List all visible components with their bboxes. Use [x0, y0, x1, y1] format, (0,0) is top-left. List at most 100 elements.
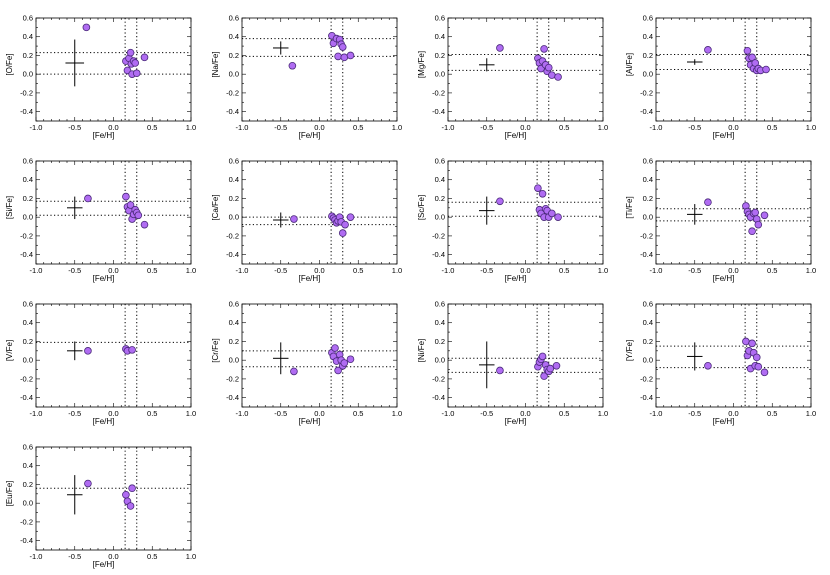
- data-point: [554, 73, 562, 81]
- data-point: [748, 53, 756, 62]
- data-point: [743, 46, 752, 55]
- y-tick-label: 0.4: [23, 175, 33, 184]
- data-point: [540, 372, 548, 380]
- x-tick-label: 0.0: [728, 266, 738, 275]
- data-point: [334, 52, 342, 61]
- x-tick-label: -0.5: [68, 409, 81, 418]
- y-tick-label: -0.4: [20, 393, 33, 402]
- x-tick-label: 0.5: [767, 123, 777, 132]
- y-tick-label: 0.6: [643, 14, 653, 23]
- panel-2: -1.0 -0.5 0.0 0.5 1.0 -0.4 -0.2 0.0 0.2 0.4 0.6 [Fe…: [417, 14, 608, 141]
- x-tick-label: 1.0: [806, 123, 816, 132]
- x-tick-label: 0.0: [520, 266, 530, 275]
- panel-5: -1.0 -0.5 0.0 0.5 1.0 -0.4 -0.2 0.0 0.2 0.4 0.6 [Fe…: [211, 157, 402, 284]
- x-tick-label: -0.5: [688, 409, 701, 418]
- x-axis-label: [Fe/H]: [505, 274, 527, 283]
- data-point: [546, 364, 555, 373]
- x-tick-label: 0.5: [353, 409, 363, 418]
- x-tick-label: 1.0: [806, 409, 816, 418]
- x-tick-label: 0.0: [520, 409, 530, 418]
- y-tick-label: 0.4: [23, 318, 33, 327]
- panel-12: -1.0 -0.5 0.0 0.5 1.0 -0.4 -0.2 0.0 0.2 0.4 0.6 [Fe…: [5, 443, 196, 570]
- x-tick-label: 1.0: [186, 552, 196, 561]
- x-tick-label: 0.0: [108, 266, 118, 275]
- x-axis-label: [Fe/H]: [299, 274, 321, 283]
- y-tick-label: -0.2: [226, 374, 239, 383]
- data-point: [754, 362, 763, 371]
- y-tick-label: 0.4: [435, 32, 445, 41]
- y-axis-label: [O/Fe]: [5, 53, 14, 75]
- x-tick-label: 0.5: [147, 552, 157, 561]
- y-tick-label: -0.2: [20, 517, 33, 526]
- data-point: [340, 359, 349, 367]
- x-tick-label: -1.0: [650, 123, 663, 132]
- data-point: [544, 63, 553, 72]
- x-tick-label: 0.0: [728, 409, 738, 418]
- data-point: [760, 368, 769, 377]
- panel-10: -1.0 -0.5 0.0 0.5 1.0 -0.4 -0.2 0.0 0.2 0.4 0.6 [Fe…: [417, 300, 608, 427]
- y-tick-label: 0.2: [23, 337, 33, 346]
- panel-4: -1.0 -0.5 0.0 0.5 1.0 -0.4 -0.2 0.0 0.2 0.4 0.6 [Fe…: [5, 157, 196, 284]
- y-tick-label: 0.0: [229, 356, 239, 365]
- data-point: [126, 502, 135, 510]
- data-point: [704, 46, 712, 54]
- data-point: [128, 346, 136, 354]
- y-tick-label: 0.2: [435, 194, 445, 203]
- data-point: [84, 194, 92, 203]
- y-tick-label: -0.4: [640, 250, 653, 259]
- y-tick-label: 0.2: [229, 337, 239, 346]
- x-tick-label: 0.0: [108, 123, 118, 132]
- data-point: [538, 189, 547, 198]
- data-point: [140, 53, 149, 62]
- y-tick-label: -0.4: [226, 250, 239, 259]
- panel-9: -1.0 -0.5 0.0 0.5 1.0 -0.4 -0.2 0.0 0.2 0.4 0.6 [Fe…: [211, 300, 402, 427]
- panel-3: -1.0 -0.5 0.0 0.5 1.0 -0.4 -0.2 0.0 0.2 0.4 0.6 [Fe…: [625, 14, 816, 141]
- x-tick-label: 0.5: [559, 266, 569, 275]
- data-point: [131, 59, 140, 67]
- x-tick-label: 0.5: [559, 409, 569, 418]
- y-tick-label: 0.0: [643, 70, 653, 79]
- data-point: [751, 208, 759, 217]
- x-tick-label: -1.0: [650, 266, 663, 275]
- y-tick-label: 0.2: [23, 51, 33, 60]
- y-axis-label: [Mg/Fe]: [417, 51, 426, 78]
- y-tick-label: -0.2: [640, 231, 653, 240]
- y-tick-label: 0.4: [435, 175, 445, 184]
- x-tick-label: -0.5: [688, 266, 701, 275]
- x-tick-label: -1.0: [30, 552, 43, 561]
- plot-frame: [241, 17, 398, 122]
- data-point: [552, 361, 561, 370]
- y-tick-label: 0.2: [23, 194, 33, 203]
- x-tick-label: 0.0: [314, 266, 324, 275]
- y-tick-label: 0.0: [23, 356, 33, 365]
- y-axis-label: [Ti/Fe]: [625, 196, 634, 218]
- panel-0: -1.0 -0.5 0.0 0.5 1.0 -0.4 -0.2 0.0 0.2 0.4 0.6 [Fe…: [5, 14, 196, 141]
- x-tick-label: 1.0: [392, 123, 402, 132]
- x-axis-label: [Fe/H]: [713, 131, 735, 140]
- x-axis-label: [Fe/H]: [713, 274, 735, 283]
- x-tick-label: 1.0: [186, 123, 196, 132]
- x-tick-label: 0.5: [353, 123, 363, 132]
- data-point: [346, 213, 355, 221]
- plot-frame: [447, 17, 604, 122]
- y-axis-label: [Sc/Fe]: [417, 195, 426, 220]
- panel-7: -1.0 -0.5 0.0 0.5 1.0 -0.4 -0.2 0.0 0.2 0.4 0.6 [Fe…: [625, 157, 816, 284]
- data-point: [341, 220, 349, 229]
- x-axis-label: [Fe/H]: [713, 417, 735, 426]
- y-tick-label: 0.4: [435, 318, 445, 327]
- y-tick-label: 0.6: [643, 157, 653, 166]
- x-tick-label: 0.5: [559, 123, 569, 132]
- data-point: [748, 227, 756, 236]
- y-tick-label: 0.0: [643, 356, 653, 365]
- x-axis-label: [Fe/H]: [93, 274, 115, 283]
- x-tick-label: -0.5: [68, 552, 81, 561]
- data-point: [122, 490, 130, 499]
- data-point: [338, 229, 347, 237]
- y-tick-label: -0.2: [226, 88, 239, 97]
- y-tick-label: -0.2: [20, 88, 33, 97]
- data-point: [338, 43, 347, 51]
- data-point: [134, 211, 143, 220]
- plot-frame: [655, 303, 812, 408]
- data-point: [538, 352, 547, 361]
- x-tick-label: 0.0: [728, 123, 738, 132]
